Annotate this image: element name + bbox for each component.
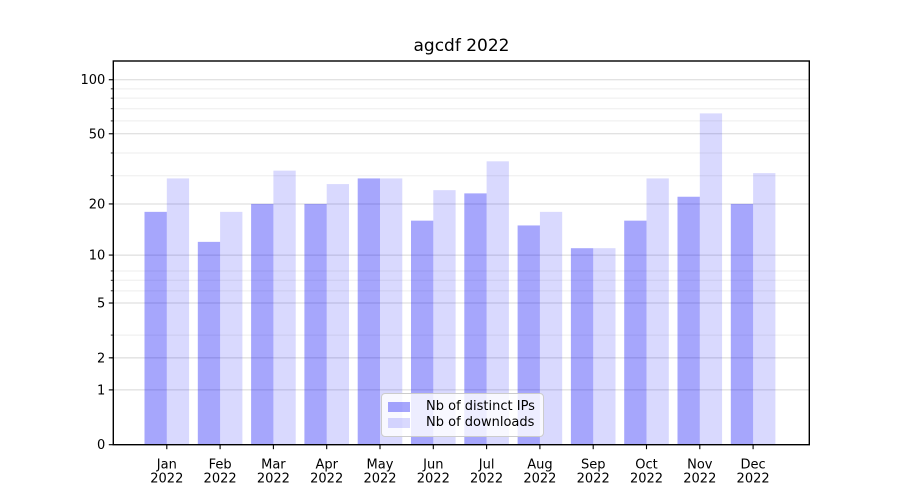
x-tick-label: May (367, 458, 394, 473)
bar-ips-2 (251, 203, 274, 445)
bar-ips-6 (464, 193, 487, 445)
legend-swatch-distinct-ips (388, 402, 410, 412)
y-tick-label: 20 (89, 197, 106, 212)
y-tick-label: 1 (97, 383, 105, 398)
chart-title: agcdf 2022 (413, 36, 510, 56)
x-tick-label-year: 2022 (417, 472, 450, 487)
axes-frame (112, 60, 811, 446)
bar-downloads-3 (326, 184, 349, 445)
legend: Nb of distinct IPs Nb of downloads (381, 393, 544, 437)
bar-downloads-10 (699, 113, 723, 445)
y-tick-label: 100 (80, 73, 105, 88)
bar-downloads-1 (220, 211, 243, 445)
x-tick-label: Jun (422, 458, 443, 473)
x-tick-label: Sep (581, 458, 606, 473)
x-tick-label: Aug (527, 458, 552, 473)
legend-label-downloads: Nb of downloads (426, 415, 535, 430)
x-tick-label: Mar (261, 458, 286, 473)
x-tick-label: Apr (315, 458, 338, 473)
legend-label-distinct-ips: Nb of distinct IPs (426, 399, 535, 414)
legend-swatch-downloads (388, 418, 410, 428)
x-tick-label: Nov (687, 458, 713, 473)
x-tick-label-year: 2022 (630, 472, 663, 487)
x-tick-label: Dec (741, 458, 766, 473)
bar-downloads-6 (486, 161, 509, 445)
y-tick-label: 10 (89, 249, 106, 264)
y-tick-label: 0 (97, 438, 105, 453)
y-tick-label: 50 (89, 127, 106, 142)
x-tick-label: Feb (209, 458, 232, 473)
bar-ips-0 (144, 211, 167, 445)
bar-downloads-9 (646, 178, 669, 445)
bar-ips-1 (197, 241, 221, 445)
bar-downloads-5 (433, 190, 456, 445)
bar-ips-10 (677, 196, 700, 445)
x-tick-label-year: 2022 (310, 472, 343, 487)
x-tick-label: Jul (478, 458, 495, 473)
x-tick-label: Oct (635, 458, 657, 473)
bar-ips-5 (411, 220, 434, 445)
x-tick-label-year: 2022 (683, 472, 716, 487)
x-tick-label-year: 2022 (470, 472, 503, 487)
bar-ips-4 (357, 178, 380, 445)
bar-downloads-0 (166, 178, 190, 445)
x-tick-label-year: 2022 (204, 472, 237, 487)
x-tick-label-year: 2022 (150, 472, 183, 487)
bar-downloads-4 (380, 178, 403, 445)
bar-ips-11 (730, 203, 754, 445)
bar-ips-8 (570, 248, 594, 445)
bar-downloads-2 (273, 170, 296, 445)
x-tick-label-year: 2022 (257, 472, 290, 487)
legend-item-downloads: Nb of downloads (388, 415, 537, 431)
bar-downloads-8 (593, 248, 616, 445)
bar-ips-3 (304, 203, 327, 445)
x-tick-label-year: 2022 (363, 472, 396, 487)
bar-downloads-7 (539, 211, 563, 445)
y-tick-label: 2 (97, 351, 105, 366)
x-tick-label-year: 2022 (737, 472, 770, 487)
bar-ips-7 (517, 225, 540, 445)
bar-downloads-11 (753, 173, 776, 445)
legend-item-distinct-ips: Nb of distinct IPs (388, 399, 537, 415)
x-tick-label: Jan (156, 458, 177, 473)
x-tick-label-year: 2022 (523, 472, 556, 487)
x-tick-label-year: 2022 (577, 472, 610, 487)
bar-ips-9 (624, 220, 647, 445)
y-tick-label: 5 (97, 297, 105, 312)
